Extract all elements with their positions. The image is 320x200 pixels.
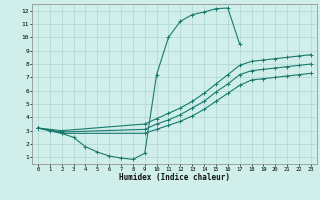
- X-axis label: Humidex (Indice chaleur): Humidex (Indice chaleur): [119, 173, 230, 182]
